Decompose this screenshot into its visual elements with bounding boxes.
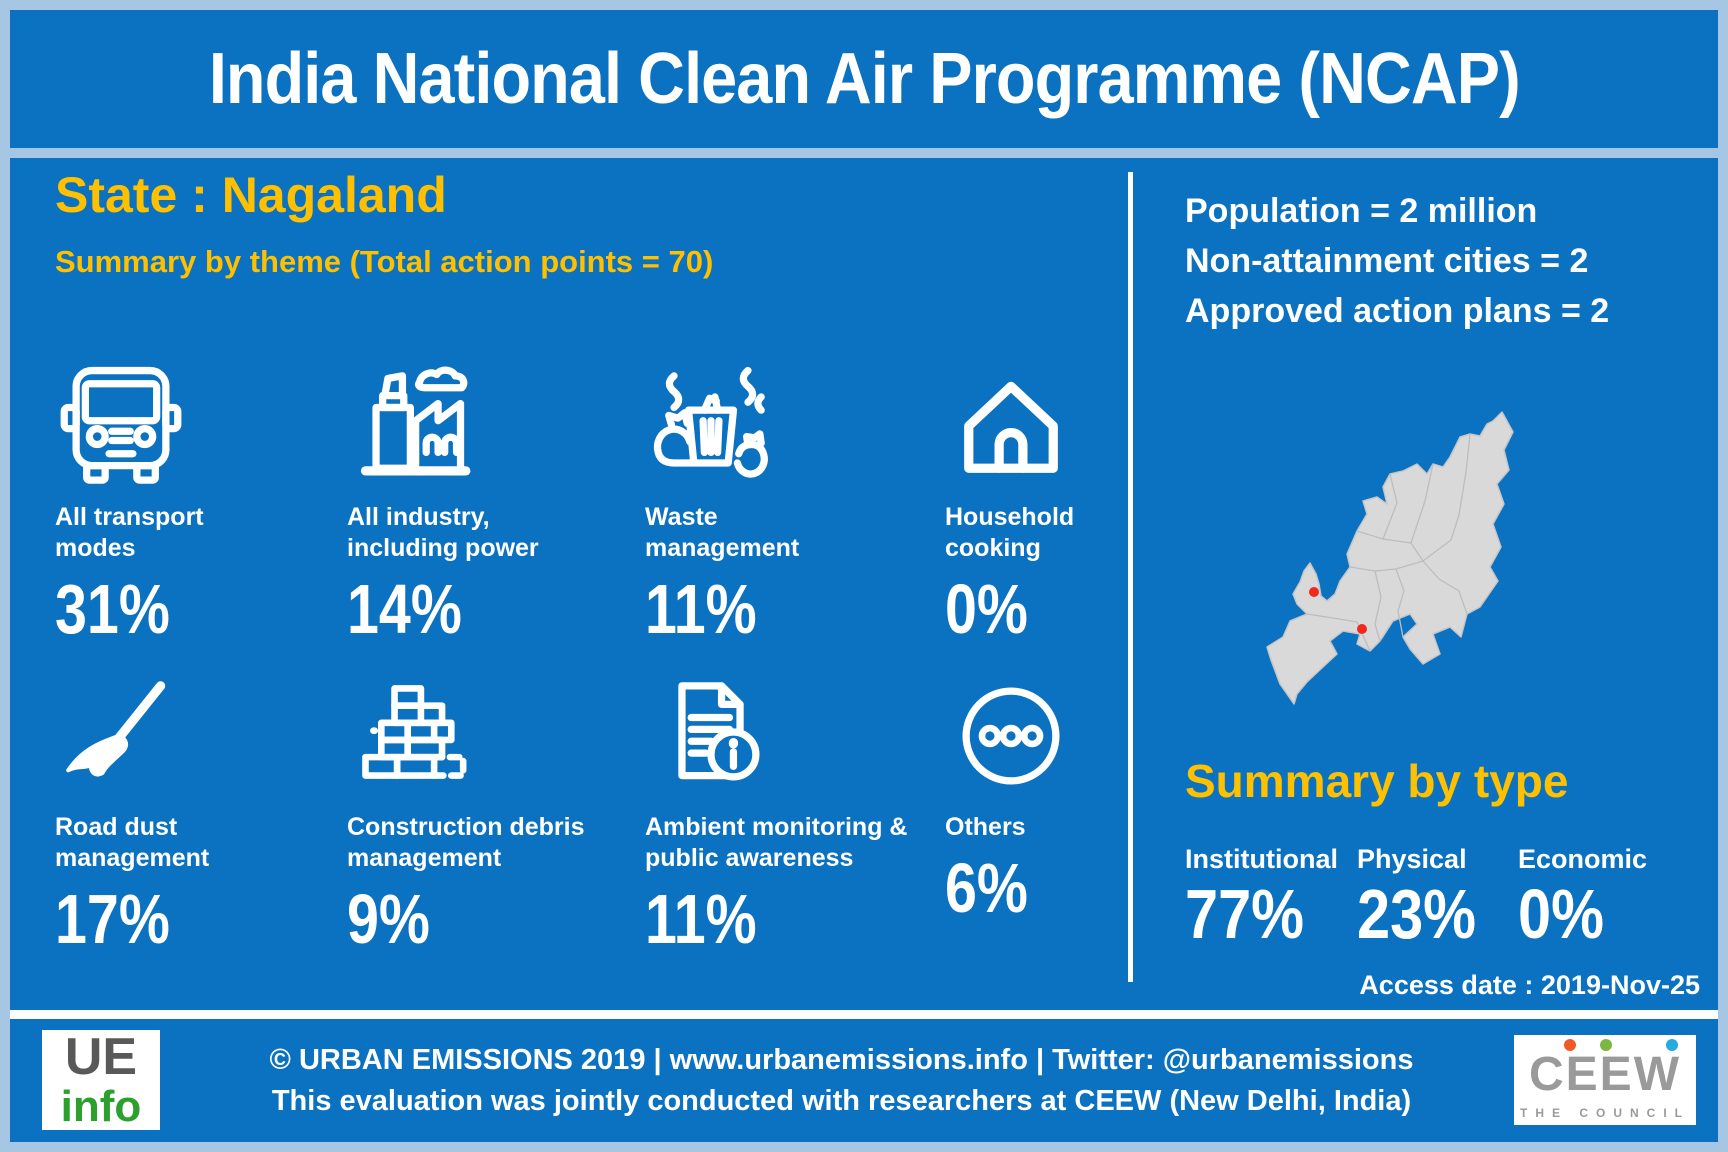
page-title: India National Clean Air Programme (NCAP… xyxy=(208,39,1521,119)
theme-value: 9% xyxy=(347,880,430,958)
city-dot-1 xyxy=(1309,587,1319,597)
state-title: State : Nagaland xyxy=(55,167,447,223)
footer-line-1: © URBAN EMISSIONS 2019 | www.urbanemissi… xyxy=(269,1043,1414,1076)
theme-value: 14% xyxy=(347,570,462,648)
footer-separator xyxy=(10,1010,1718,1019)
main-panel: State : Nagaland Summary by theme (Total… xyxy=(10,158,1718,1010)
vertical-divider xyxy=(1128,172,1133,982)
ceew-logo: CEEW THE COUNCIL xyxy=(1514,1035,1696,1125)
city-dot-2 xyxy=(1357,624,1367,634)
theme-value: 11% xyxy=(645,880,757,958)
theme-label: All transport modes xyxy=(55,503,204,562)
footer-bar: UE info © URBAN EMISSIONS 2019 | www.urb… xyxy=(10,1019,1718,1142)
state-outline xyxy=(1266,411,1514,705)
theme-household-cooking: Household cooking 0% xyxy=(945,360,1245,644)
ceew-dot-blue xyxy=(1666,1039,1678,1051)
theme-value: 0% xyxy=(945,570,1028,648)
ceew-dot-orange xyxy=(1564,1039,1576,1051)
bus-icon xyxy=(55,360,355,492)
stat-approved-action-plans: Approved action plans = 2 xyxy=(1185,292,1610,330)
summary-by-theme-subtitle: Summary by theme (Total action points = … xyxy=(55,244,714,279)
theme-label: Construction debris management xyxy=(347,813,585,872)
theme-label: Household cooking xyxy=(945,503,1075,562)
theme-value: 17% xyxy=(55,880,170,958)
theme-label: All industry, including power xyxy=(347,503,539,562)
theme-all-transport-modes: All transport modes 31% xyxy=(55,360,355,644)
nagaland-map xyxy=(1263,410,1519,712)
theme-label: Road dust management xyxy=(55,813,210,872)
type-physical: Physical 23% xyxy=(1357,844,1477,953)
theme-road-dust-management: Road dust management 17% xyxy=(55,670,355,954)
theme-label: Others xyxy=(945,813,1026,841)
house-icon xyxy=(945,360,1245,492)
factory-icon xyxy=(347,360,647,492)
theme-value: 31% xyxy=(55,570,170,648)
document-info-icon xyxy=(645,670,945,802)
theme-value: 11% xyxy=(645,570,757,648)
theme-label: Waste management xyxy=(645,503,800,562)
stat-population: Population = 2 million xyxy=(1185,192,1538,230)
theme-waste-management: Waste management 11% xyxy=(645,360,945,644)
ceew-dot-green xyxy=(1600,1039,1612,1051)
type-economic: Economic 0% xyxy=(1518,844,1648,953)
bricks-icon xyxy=(347,670,647,802)
footer-line-2: This evaluation was jointly conducted wi… xyxy=(271,1084,1412,1117)
broom-icon xyxy=(55,670,355,802)
ellipsis-circle-icon xyxy=(945,670,1245,802)
summary-by-type-title: Summary by type xyxy=(1185,755,1569,807)
title-bar: India National Clean Air Programme (NCAP… xyxy=(10,10,1718,148)
theme-all-industry: All industry, including power 14% xyxy=(347,360,647,644)
theme-others: Others 6% xyxy=(945,670,1245,923)
theme-ambient-monitoring: Ambient monitoring & public awareness 11… xyxy=(645,670,945,954)
stat-non-attainment-cities: Non-attainment cities = 2 xyxy=(1185,242,1589,280)
district-borders xyxy=(1306,433,1471,652)
footer-credits: © URBAN EMISSIONS 2019 | www.urbanemissi… xyxy=(180,1019,1503,1142)
access-date: Access date : 2019-Nov-25 xyxy=(1359,970,1700,1000)
ue-info-logo: UE info xyxy=(42,1030,160,1130)
type-institutional: Institutional 77% xyxy=(1185,844,1338,953)
state-stats: Population = 2 million Non-attainment ci… xyxy=(1185,186,1609,336)
theme-label: Ambient monitoring & public awareness xyxy=(645,813,908,872)
waste-bin-icon xyxy=(645,360,945,492)
theme-value: 6% xyxy=(945,849,1028,927)
theme-construction-debris: Construction debris management 9% xyxy=(347,670,647,954)
